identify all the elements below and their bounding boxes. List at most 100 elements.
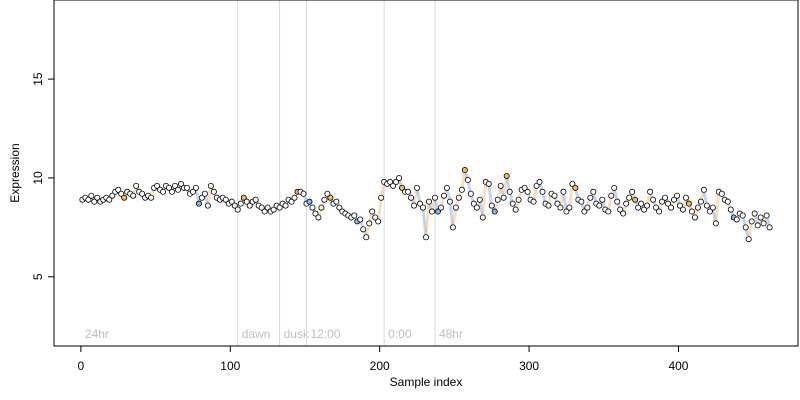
data-point <box>85 196 92 203</box>
data-point <box>751 210 758 217</box>
phase-label: dawn <box>242 327 271 341</box>
data-point <box>443 184 450 191</box>
data-point <box>509 200 516 207</box>
data-point <box>763 212 770 219</box>
data-point <box>557 204 564 211</box>
data-point <box>566 204 573 211</box>
series-band-segment <box>376 196 383 223</box>
data-point <box>228 198 235 205</box>
y-tick-label: 5 <box>31 273 45 280</box>
data-point <box>198 194 205 201</box>
data-point <box>569 180 576 187</box>
data-point <box>524 188 531 195</box>
data-point <box>470 200 477 207</box>
data-point <box>521 184 528 191</box>
data-point <box>644 202 651 209</box>
data-points <box>79 167 773 243</box>
data-point <box>494 196 501 203</box>
data-point <box>739 212 746 219</box>
data-point <box>608 192 615 199</box>
data-point <box>118 190 125 197</box>
data-point <box>742 224 749 231</box>
phase-label: 12:00 <box>310 327 340 341</box>
phase-label: dusk <box>284 327 310 341</box>
data-point <box>270 206 277 213</box>
data-point <box>760 220 767 227</box>
y-tick-label: 10 <box>31 171 45 185</box>
data-point <box>351 212 358 219</box>
data-point <box>201 190 208 197</box>
series-band-segment <box>451 206 458 229</box>
data-point <box>650 196 657 203</box>
data-point <box>671 196 678 203</box>
x-axis-title: Sample index <box>390 375 463 389</box>
data-point <box>106 196 113 203</box>
data-point <box>130 192 137 199</box>
data-point <box>662 194 669 201</box>
data-point <box>488 202 495 209</box>
data-point <box>641 206 648 213</box>
data-point <box>369 208 376 215</box>
phase-label: 24hr <box>85 327 109 341</box>
data-point <box>431 194 438 201</box>
x-tick-label: 100 <box>220 359 240 373</box>
data-point <box>596 202 603 209</box>
data-point <box>458 186 465 193</box>
data-point <box>479 214 486 221</box>
data-point <box>315 214 322 221</box>
data-point <box>261 208 268 215</box>
data-point <box>718 190 725 197</box>
data-point <box>748 218 755 225</box>
data-point <box>500 194 507 201</box>
data-point <box>605 208 612 215</box>
data-point <box>204 202 211 209</box>
data-point <box>231 202 238 209</box>
data-point <box>288 198 295 205</box>
phase-label: 0:00 <box>388 327 412 341</box>
data-point <box>452 204 459 211</box>
series-band-segment <box>714 190 721 225</box>
data-point <box>700 186 707 193</box>
data-point <box>336 204 343 211</box>
data-point <box>169 188 176 195</box>
data-point <box>408 194 415 201</box>
data-point <box>682 194 689 201</box>
data-point <box>617 206 624 213</box>
series-band-segment <box>478 198 485 219</box>
data-point <box>258 204 265 211</box>
data-point <box>554 200 561 207</box>
data-point <box>417 200 424 207</box>
series-band-segment <box>481 180 488 219</box>
data-point <box>665 200 672 207</box>
data-point <box>291 194 298 201</box>
data-point <box>360 226 367 233</box>
data-point <box>614 198 621 205</box>
data-point <box>192 184 199 191</box>
data-point <box>533 182 540 189</box>
data-point <box>697 198 704 205</box>
data-point <box>653 204 660 211</box>
data-point <box>599 196 606 203</box>
data-point <box>745 236 752 243</box>
data-point <box>536 178 543 185</box>
data-point <box>733 216 740 223</box>
data-point <box>590 188 597 195</box>
data-point <box>712 220 719 227</box>
data-point <box>300 190 307 197</box>
data-point <box>455 194 462 201</box>
data-point <box>276 204 283 211</box>
data-point <box>109 192 116 199</box>
data-point <box>133 182 140 189</box>
data-point <box>668 204 675 211</box>
data-point <box>434 208 441 215</box>
data-point <box>396 174 403 181</box>
data-point <box>647 188 654 195</box>
x-tick-label: 400 <box>668 359 688 373</box>
data-point <box>485 180 492 187</box>
data-point <box>638 200 645 207</box>
data-point <box>115 186 122 193</box>
data-point <box>324 190 331 197</box>
data-point <box>530 198 537 205</box>
y-tick-label: 15 <box>31 72 45 86</box>
plot-area-frame <box>53 0 799 347</box>
